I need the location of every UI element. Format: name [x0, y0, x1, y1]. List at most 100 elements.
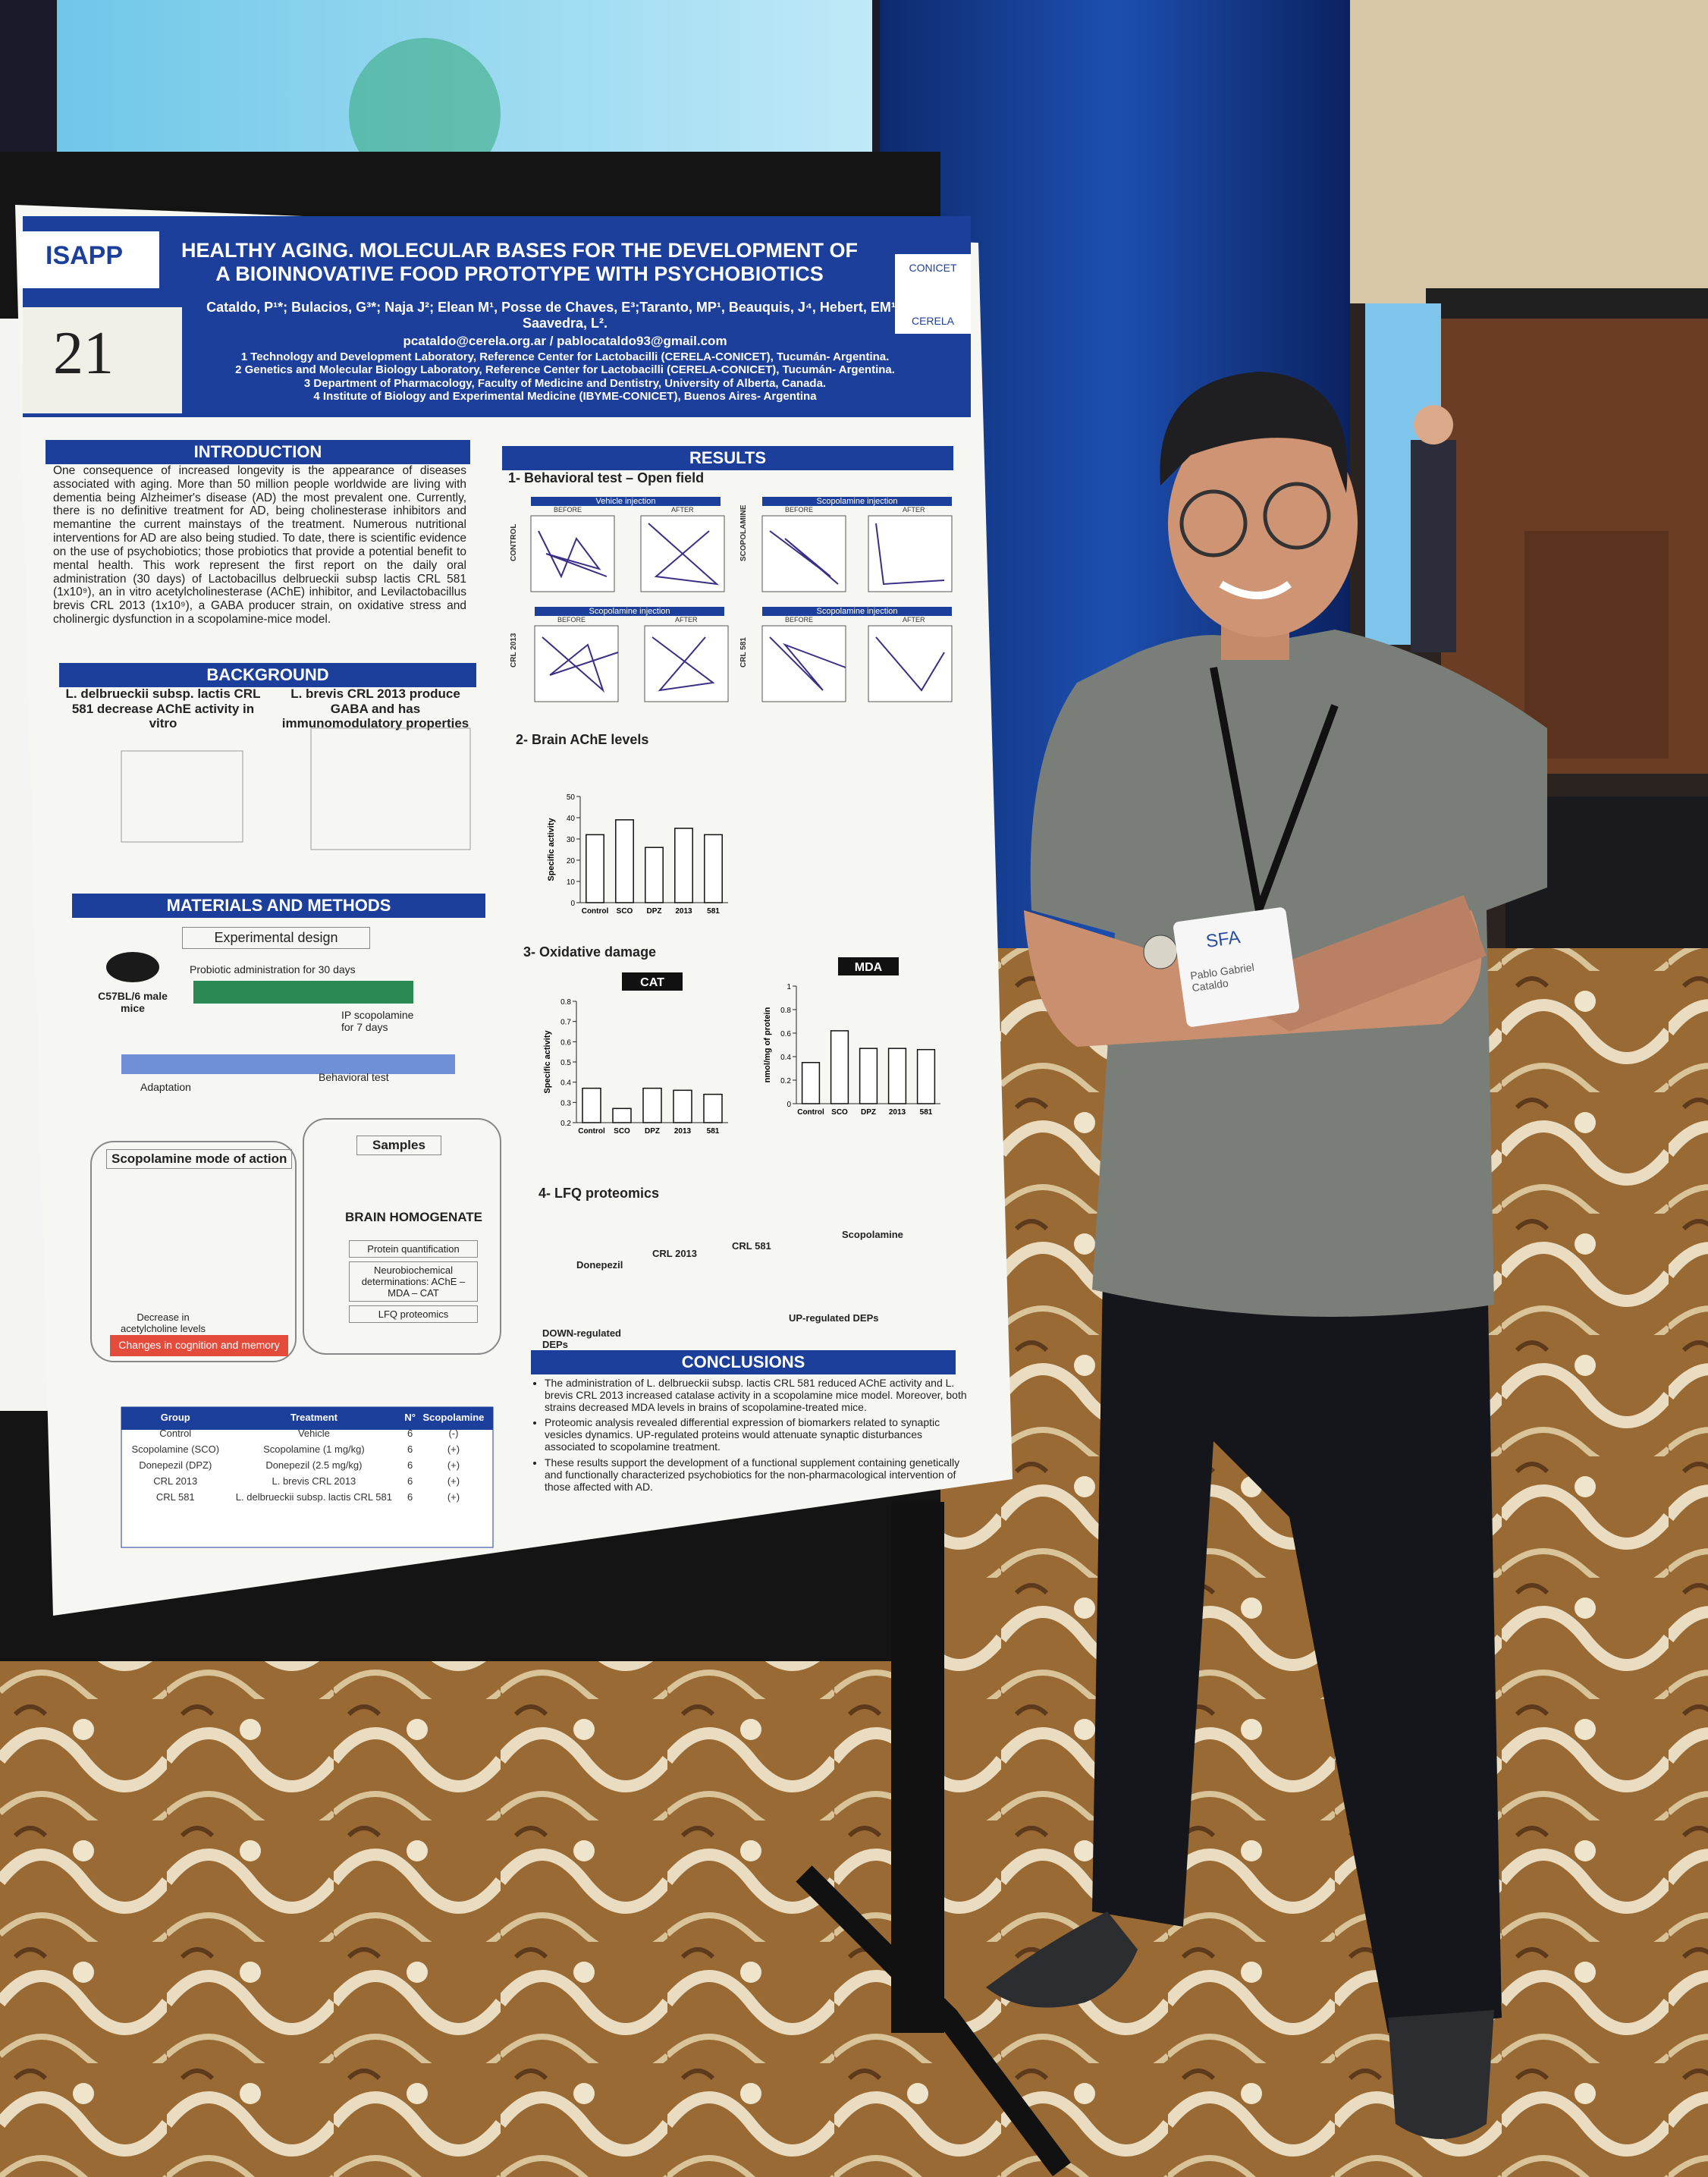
results-subheading: 4- LFQ proteomics [538, 1186, 660, 1201]
table-row: Scopolamine (SCO) Scopolamine (1 mg/kg) 6 (… [125, 1441, 489, 1457]
person [986, 372, 1547, 2139]
affiliation: 1 Technology and Development Laboratory,… [240, 350, 890, 363]
results-subheading: 2- Brain AChE levels [516, 732, 649, 747]
row-label: CRL 2013 [510, 633, 518, 668]
table-cell: Scopolamine (SCO) [131, 1443, 220, 1455]
logo: ISAPP [46, 241, 124, 270]
table-cell: Vehicle [297, 1428, 330, 1439]
logo-box [19, 231, 159, 288]
shoe [1388, 2010, 1494, 2139]
shoe [986, 1912, 1138, 2008]
homogenate-label: BRAIN HOMOGENATE [345, 1210, 483, 1224]
table-header-cell: N° [404, 1412, 416, 1423]
glasses [1263, 482, 1331, 550]
table-cell: 6 [407, 1428, 413, 1439]
results-subheading: 3- Oxidative damage [523, 944, 657, 960]
table-row: Control Vehicle 6 (-) [125, 1425, 489, 1441]
background-claim: L. delbrueckii subsp. lactis CRL 581 dec… [65, 686, 261, 731]
after-label: AFTER [671, 506, 694, 514]
table-cell: CRL 581 [155, 1491, 195, 1503]
mode-label: Scopolamine mode of action [106, 1149, 293, 1169]
field-label: Scopolamine injection [762, 607, 952, 616]
number-card [23, 307, 182, 413]
speaker [1411, 440, 1456, 652]
proteomics-label: Scopolamine [842, 1229, 903, 1240]
table-header [121, 1407, 493, 1430]
proteomics-label: Donepezil [576, 1259, 623, 1271]
conclusion: The administration of L. delbrueckii sub… [545, 1377, 969, 1413]
plot [761, 625, 846, 702]
ip-label: IP scopolamine for 7 days [341, 1009, 414, 1034]
before-label: BEFORE [557, 616, 586, 624]
section-heading: MATERIALS AND METHODS [72, 894, 485, 918]
authors: Cataldo, P¹*; Bulacios, G³*; Naja J²; El… [206, 300, 924, 331]
smile [1219, 580, 1292, 599]
table-cell: L. brevis CRL 2013 [272, 1475, 356, 1487]
table-cell: CRL 2013 [153, 1475, 198, 1487]
plot [534, 625, 619, 702]
timeline [121, 1054, 455, 1074]
board-stand [891, 1502, 944, 2033]
table-cell: (+) [447, 1491, 460, 1503]
conclusions-list: The administration of L. delbrueckii sub… [531, 1377, 969, 1496]
table-cell: L. delbrueckii subsp. lactis CRL 581 [235, 1491, 392, 1503]
proteomics-label: CRL 2013 [652, 1248, 698, 1259]
table-cell: 6 [407, 1459, 413, 1471]
table-header-cell: Scopolamine [422, 1412, 485, 1423]
speaker-head [1414, 405, 1453, 445]
table-cell: 6 [407, 1475, 413, 1487]
partner-logo: CERELA [911, 315, 955, 327]
background-claim: L. brevis CRL 2013 produce GABA and has … [281, 686, 469, 731]
step: LFQ proteomics [349, 1305, 478, 1323]
hair [1160, 372, 1348, 493]
timeline-label: Behavioral test [319, 1071, 389, 1083]
table-box [121, 1406, 494, 1548]
after-label: AFTER [903, 506, 925, 514]
intro-text: One consequence of increased longevity i… [53, 464, 466, 626]
changes-box [110, 1335, 288, 1356]
timeline-label: Adaptation [140, 1081, 191, 1093]
table-row: CRL 2013 L. brevis CRL 2013 6 (+) [125, 1473, 489, 1489]
admin-label: Probiotic administration for 30 days [190, 963, 356, 975]
table-header-cell: Treatment [290, 1412, 338, 1423]
step: Neurobiochemical determinations: AChE – … [349, 1261, 478, 1302]
conclusion: These results support the development of… [545, 1456, 969, 1493]
table-cell: Donepezil (DPZ) [139, 1459, 212, 1471]
design-label: Experimental design [182, 927, 370, 949]
partner-logo: CONICET [909, 262, 957, 274]
trajectories [538, 523, 945, 693]
board-leg [796, 1865, 1071, 2176]
decrease-label: Decrease in acetylcholine levels [120, 1312, 206, 1334]
before-label: BEFORE [785, 616, 814, 624]
section-heading: BACKGROUND [59, 663, 476, 687]
table-cell: (+) [447, 1443, 460, 1455]
table-cell: 6 [407, 1443, 413, 1455]
conicet-box [895, 254, 971, 334]
affiliations: 1 Technology and Development Laboratory,… [186, 350, 944, 403]
beam [1426, 288, 1708, 319]
table-header-cell: Group [160, 1412, 190, 1423]
after-label: AFTER [675, 616, 698, 624]
field-label: Scopolamine injection [535, 607, 724, 616]
row-label: CRL 581 [739, 637, 748, 668]
mouse-icon [106, 952, 159, 982]
affiliation: 3 Department of Pharmacology, Faculty of… [303, 376, 827, 390]
row-label: SCOPOLAMINE [739, 504, 748, 561]
row-label: CONTROL [510, 523, 518, 561]
table-cell: (+) [447, 1475, 460, 1487]
steps: Protein quantification Neurobiochemical d… [349, 1236, 478, 1327]
proteomics-label: CRL 581 [732, 1240, 771, 1252]
table-row: Donepezil (DPZ) Donepezil (2.5 mg/kg) 6 (+) [125, 1457, 489, 1473]
lanyard [1210, 667, 1339, 925]
admin-bar [193, 981, 413, 1004]
changes-label: Changes in cognition and memory [118, 1339, 280, 1351]
plot [530, 515, 615, 592]
before-label: BEFORE [554, 506, 582, 514]
table-cell: (-) [448, 1428, 459, 1439]
email: pcataldo@cerela.org.ar / pablocataldo93@… [403, 334, 727, 348]
glasses [1179, 489, 1248, 558]
results-subheading: 1- Behavioral test – Open field [508, 470, 705, 485]
section-heading: RESULTS [502, 446, 953, 470]
